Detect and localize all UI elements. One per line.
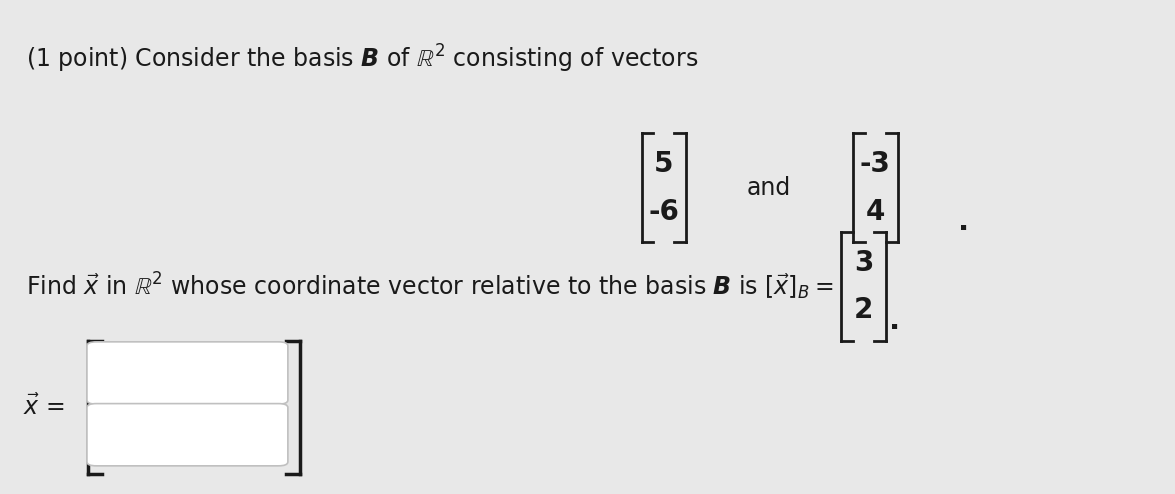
FancyBboxPatch shape bbox=[87, 342, 288, 404]
Text: 4: 4 bbox=[866, 198, 885, 226]
Text: .: . bbox=[889, 307, 900, 335]
Text: -6: -6 bbox=[649, 198, 679, 226]
Text: 3: 3 bbox=[854, 248, 873, 277]
Text: 5: 5 bbox=[654, 150, 673, 178]
Text: $\vec{x}$ =: $\vec{x}$ = bbox=[24, 395, 65, 420]
Text: -3: -3 bbox=[860, 150, 891, 178]
Text: 2: 2 bbox=[854, 296, 873, 325]
Text: Find $\vec{x}$ in $\mathbb{R}^2$ whose coordinate vector relative to the basis $: Find $\vec{x}$ in $\mathbb{R}^2$ whose c… bbox=[26, 271, 833, 302]
FancyBboxPatch shape bbox=[87, 404, 288, 466]
Text: (1 point) Consider the basis $\boldsymbol{B}$ of $\mathbb{R}^2$ consisting of ve: (1 point) Consider the basis $\boldsymbo… bbox=[26, 43, 698, 76]
Text: .: . bbox=[958, 208, 968, 236]
Text: and: and bbox=[746, 176, 791, 200]
